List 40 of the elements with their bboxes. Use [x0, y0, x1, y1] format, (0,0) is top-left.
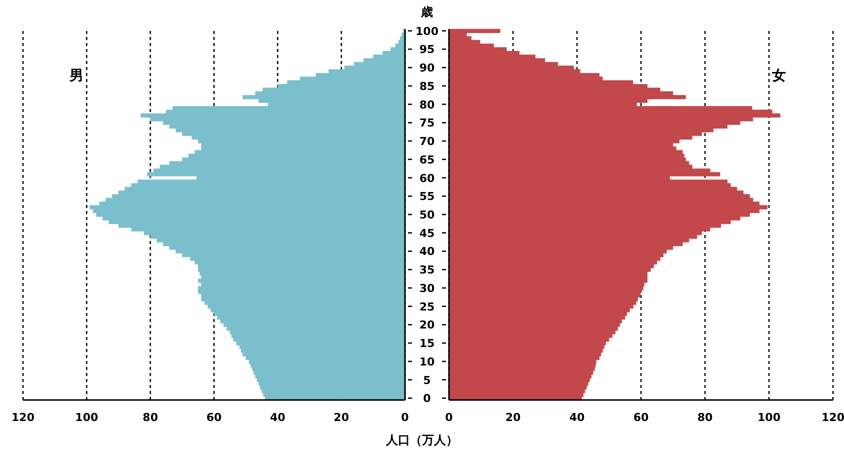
x-tick-label: 40: [270, 411, 286, 424]
y-tick-label: 5: [423, 374, 431, 387]
y-tick-label: 65: [419, 153, 435, 166]
y-tick-label: 25: [419, 300, 435, 314]
y-tick-label: 70: [419, 135, 435, 148]
y-tick-label: 100: [416, 24, 439, 38]
x-tick-label: 120: [12, 411, 35, 424]
text: 女: [771, 68, 786, 84]
x-tick-label: 100: [758, 411, 781, 424]
y-tick-label: 40: [419, 245, 435, 258]
x-tick-label: 40: [569, 411, 585, 424]
x-tick-label: 120: [822, 411, 844, 424]
x-tick-label: 0: [401, 411, 410, 424]
y-tick-label: 45: [419, 226, 435, 240]
x-tick-label: 80: [142, 411, 158, 424]
x-tick-label: 80: [697, 411, 713, 424]
x-tick-label: 20: [334, 411, 350, 424]
bar: [448, 28, 500, 34]
text: 男: [68, 68, 84, 84]
y-tick-label: 10: [419, 355, 435, 368]
y-tick-label: 30: [419, 282, 435, 295]
y-tick-label: 75: [419, 116, 435, 130]
y-tick-label: 20: [419, 318, 435, 332]
y-tick-label: 15: [419, 337, 435, 350]
x-axis-title: 人口（万人）: [385, 433, 458, 447]
y-tick-label: 90: [419, 62, 435, 75]
x-tick-label: 60: [206, 411, 222, 424]
y-tick-label: 55: [419, 190, 435, 204]
y-tick-label: 95: [419, 43, 435, 56]
y-tick-label: 0: [423, 392, 432, 406]
x-tick-label: 100: [75, 411, 98, 424]
y-tick-label: 50: [419, 208, 435, 222]
x-tick-label: 60: [633, 411, 649, 424]
y-axis-title: 歳: [420, 5, 433, 19]
y-tick-label: 80: [419, 98, 435, 112]
x-tick-label: 20: [505, 411, 521, 424]
y-tick-label: 85: [419, 80, 435, 93]
x-tick-label: 0: [445, 411, 454, 424]
y-tick-label: 35: [419, 264, 435, 277]
y-tick-label: 60: [419, 172, 435, 185]
